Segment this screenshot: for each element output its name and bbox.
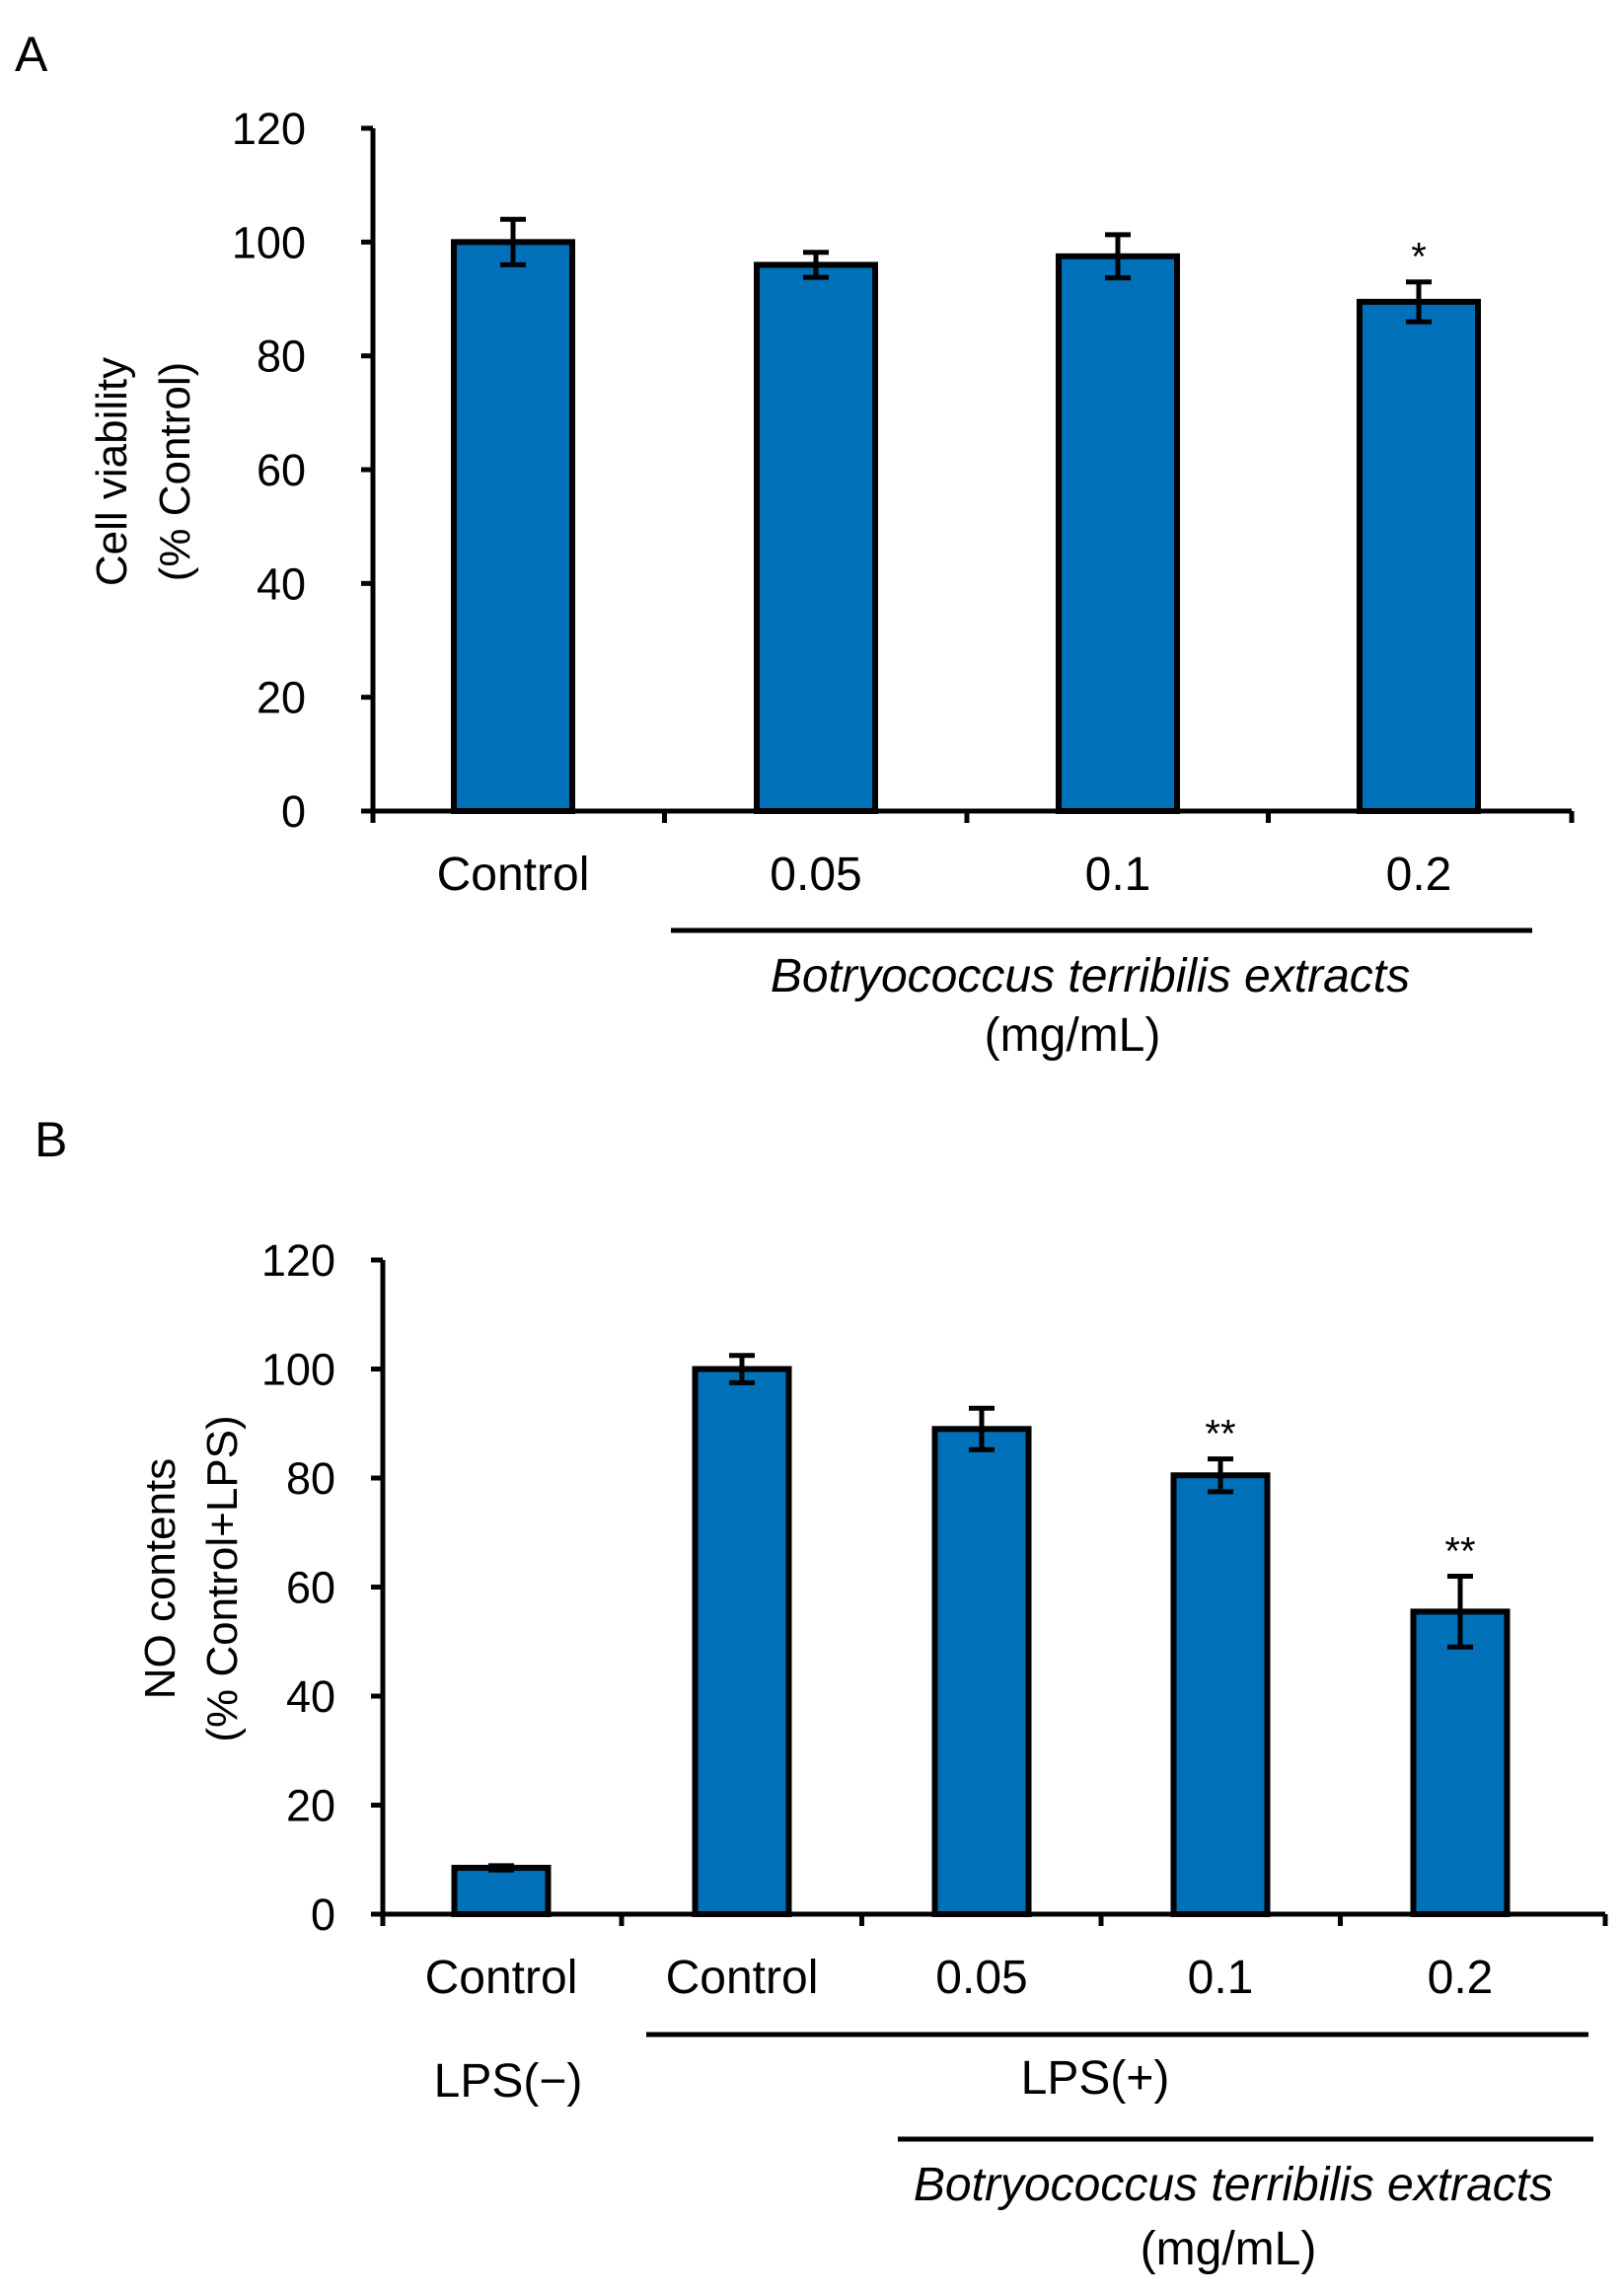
panel-a-y-tick-label: 60 <box>257 445 306 495</box>
panel-a-ylabel-line1: Cell viability <box>88 357 136 586</box>
panel-b-letter: B <box>35 1112 67 1167</box>
panel-b-significance-marker: ** <box>1205 1413 1235 1456</box>
panel-b-bar <box>1410 1608 1511 1918</box>
panel-a-bar <box>1056 253 1180 814</box>
panel-b-bar <box>451 1865 552 1917</box>
panel-b-plot: 0 20 40 60 80 100 120 Control Control 0.05 ** 0.1 **… <box>261 1235 1608 2004</box>
panel-b-y-tick-label: 60 <box>286 1563 335 1613</box>
panel-a-ylabel-line2: (% Control) <box>151 362 199 582</box>
panel-a-significance-marker: * <box>1411 236 1427 279</box>
panel-b-unit-label: (mg/mL) <box>1141 2223 1317 2275</box>
panel-b-category-label: 0.2 <box>1428 1952 1494 2004</box>
panel-a-category-label: 0.05 <box>770 849 861 901</box>
panel-b-category-label: 0.1 <box>1188 1952 1254 2004</box>
panel-a-y-tick-label: 20 <box>257 673 306 723</box>
panel-b-category-label: Control <box>666 1952 819 2004</box>
panel-a-category-label: 0.2 <box>1386 849 1452 901</box>
panel-a-category-label: Control <box>437 849 590 901</box>
panel-b-ylabel-line2: (% Control+LPS) <box>198 1415 247 1741</box>
panel-a-bar <box>451 239 575 815</box>
panel-a-unit-label: (mg/mL) <box>985 1009 1161 1062</box>
panel-b-bar <box>931 1426 1032 1918</box>
panel-a-y-tick-label: 0 <box>281 786 306 837</box>
panel-b-category-label: Control <box>425 1952 578 2004</box>
panel-b-ylabel-line1: NO contents <box>136 1458 184 1700</box>
panel-a-extract-label: Botryococcus terribilis extracts <box>771 950 1410 1002</box>
panel-b-significance-marker: ** <box>1444 1529 1475 1573</box>
panel-b-y-tick-label: 20 <box>286 1781 335 1831</box>
panel-a-category-label: 0.1 <box>1085 849 1151 901</box>
panel-b-bar <box>1170 1472 1271 1918</box>
panel-b-y-tick-label: 100 <box>261 1345 335 1395</box>
panel-b-y-tick-label: 80 <box>286 1453 335 1504</box>
panel-b-extract-label: Botryococcus terribilis extracts <box>914 2159 1553 2211</box>
panel-b-y-tick-label: 0 <box>311 1889 335 1940</box>
panel-a-letter: A <box>15 27 48 82</box>
panel-b-bar <box>692 1366 792 1917</box>
panel-b-y-tick-label: 40 <box>286 1671 335 1722</box>
panel-b: B 0 20 40 60 80 100 120 Control Control 0.05 ** 0.1… <box>35 1112 1608 2275</box>
panel-a-y-tick-label: 40 <box>257 558 306 609</box>
panel-a-bar <box>754 261 878 814</box>
panel-b-lps-minus-label: LPS(−) <box>434 2055 583 2108</box>
panel-a-y-tick-label: 100 <box>232 217 306 267</box>
panel-a-y-tick-label: 120 <box>232 104 306 154</box>
panel-b-y-tick-label: 120 <box>261 1235 335 1286</box>
panel-b-lps-plus-label: LPS(+) <box>1021 2052 1170 2105</box>
panel-a-plot: 0 20 40 60 80 100 120 Control 0.05 0.1 * 0.2 <box>232 104 1575 901</box>
panel-a-y-tick-label: 80 <box>257 332 306 382</box>
panel-b-category-label: 0.05 <box>935 1952 1027 2004</box>
panel-a-bar <box>1357 298 1481 814</box>
panel-a: A 0 20 40 60 80 100 120 Control 0.05 0.1 * 0.2 Cell… <box>15 27 1575 1062</box>
